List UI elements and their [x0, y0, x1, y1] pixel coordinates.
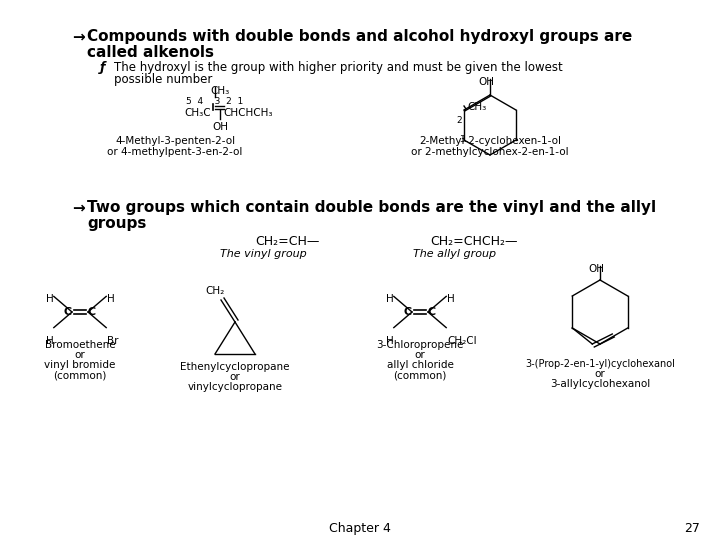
Text: H: H [107, 294, 115, 305]
Text: OH: OH [212, 122, 228, 132]
Text: Bromoethene: Bromoethene [45, 340, 115, 350]
Text: Chapter 4: Chapter 4 [329, 522, 391, 535]
Text: OH: OH [478, 77, 494, 87]
Text: vinylcyclopropane: vinylcyclopropane [187, 382, 282, 392]
Text: CHCHCH₃: CHCHCH₃ [223, 108, 272, 118]
Text: →: → [72, 200, 85, 215]
Text: ƒ: ƒ [100, 61, 106, 74]
Text: or 2-methylcyclohex-2-en-1-ol: or 2-methylcyclohex-2-en-1-ol [411, 147, 569, 157]
Text: C: C [428, 307, 436, 317]
Text: The hydroxyl is the group with higher priority and must be given the lowest: The hydroxyl is the group with higher pr… [114, 61, 563, 74]
Text: CH₂: CH₂ [205, 286, 224, 296]
Text: called alkenols: called alkenols [87, 45, 214, 60]
Text: The allyl group: The allyl group [413, 249, 497, 259]
Text: CH₃: CH₃ [210, 86, 229, 96]
Text: 4-Methyl-3-penten-2-ol: 4-Methyl-3-penten-2-ol [115, 136, 235, 146]
Text: or: or [595, 369, 606, 379]
Text: 2-Methyl-2-cyclohexen-1-ol: 2-Methyl-2-cyclohexen-1-ol [419, 136, 561, 146]
Text: H: H [386, 335, 394, 346]
Text: CH₃C: CH₃C [184, 108, 211, 118]
Text: CH₂Cl: CH₂Cl [447, 335, 477, 346]
Text: H: H [46, 335, 53, 346]
Text: H: H [386, 294, 394, 305]
Text: or: or [230, 372, 240, 382]
Text: or: or [415, 350, 426, 360]
Text: 5  4    3  2  1: 5 4 3 2 1 [186, 97, 243, 106]
Text: C: C [404, 307, 412, 317]
Text: →: → [72, 29, 85, 44]
Text: 3-Chloropropene: 3-Chloropropene [377, 340, 464, 350]
Text: Br: Br [107, 335, 119, 346]
Text: Compounds with double bonds and alcohol hydroxyl groups are: Compounds with double bonds and alcohol … [87, 29, 632, 44]
Text: (common): (common) [53, 370, 107, 380]
Text: allyl chloride: allyl chloride [387, 360, 454, 370]
Text: Two groups which contain double bonds are the vinyl and the allyl: Two groups which contain double bonds ar… [87, 200, 656, 215]
Text: 3-allylcyclohexanol: 3-allylcyclohexanol [550, 379, 650, 389]
Text: C: C [64, 307, 72, 317]
Text: CH₂=CH—: CH₂=CH— [255, 235, 320, 248]
Text: OH: OH [588, 264, 604, 274]
Text: (common): (common) [393, 370, 446, 380]
Text: Ethenylcyclopropane: Ethenylcyclopropane [180, 362, 289, 372]
Text: groups: groups [87, 216, 146, 231]
Text: The vinyl group: The vinyl group [220, 249, 307, 259]
Text: H: H [447, 294, 455, 305]
Text: 3-(Prop-2-en-1-yl)cyclohexanol: 3-(Prop-2-en-1-yl)cyclohexanol [525, 359, 675, 369]
Text: CH₂=CHCH₂—: CH₂=CHCH₂— [430, 235, 518, 248]
Text: 3: 3 [459, 135, 465, 144]
Text: vinyl bromide: vinyl bromide [45, 360, 116, 370]
Text: CH₃: CH₃ [467, 102, 486, 112]
Text: possible number: possible number [114, 73, 212, 86]
Text: C: C [88, 307, 96, 317]
Text: or: or [75, 350, 86, 360]
Text: 2: 2 [456, 116, 462, 125]
Text: or 4-methylpent-3-en-2-ol: or 4-methylpent-3-en-2-ol [107, 147, 243, 157]
Text: H: H [46, 294, 53, 305]
Text: 27: 27 [684, 522, 700, 535]
